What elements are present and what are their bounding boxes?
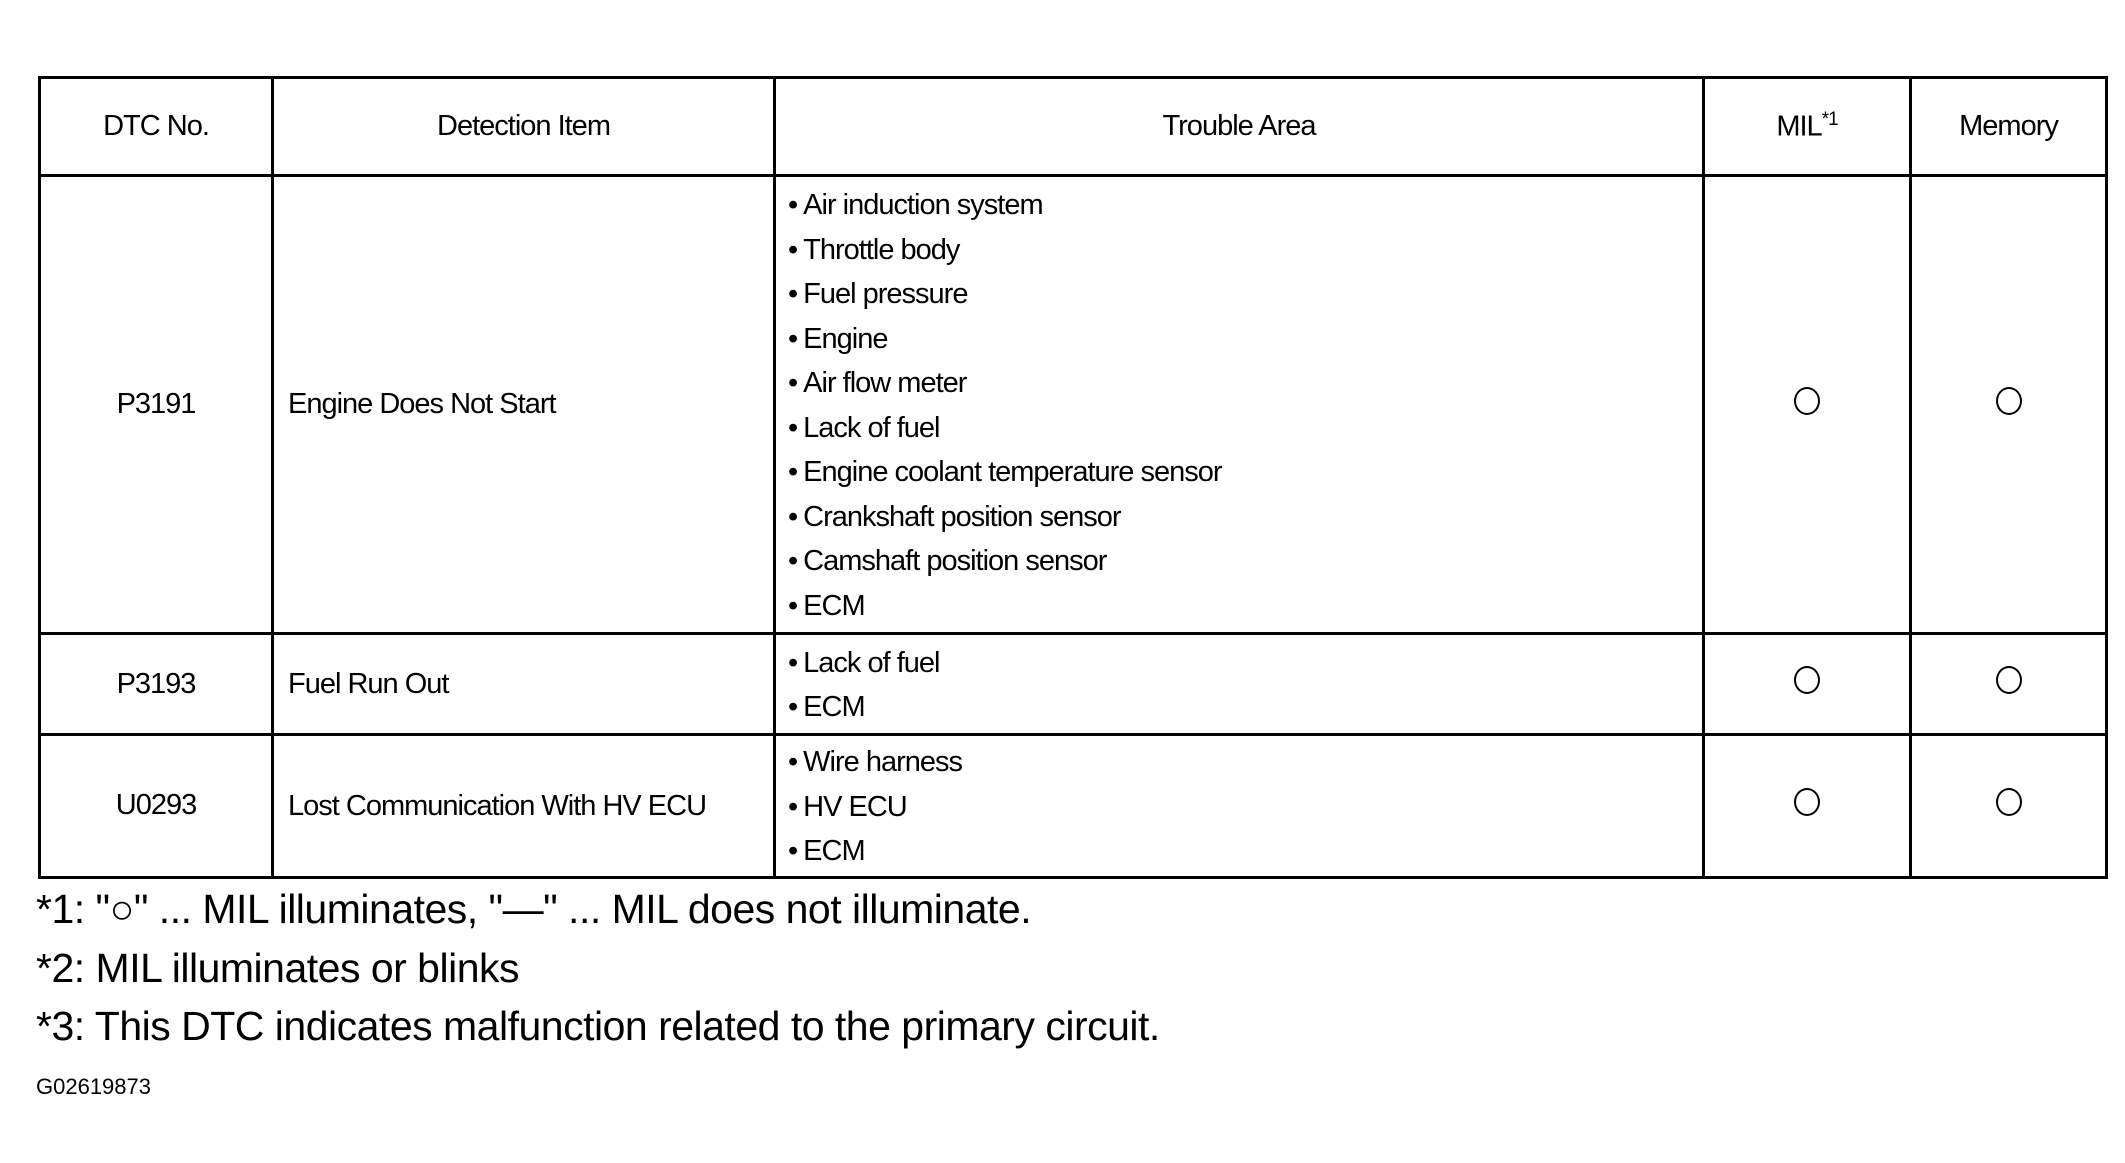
circle-icon [1995, 386, 2022, 415]
detection-item: Lost Communication With HV ECU [271, 733, 776, 879]
trouble-item: Air induction system [788, 183, 1702, 228]
trouble-item: HV ECU [788, 785, 1702, 830]
footnote-2: *2: MIL illuminates or blinks [36, 944, 520, 991]
circle-icon [1794, 787, 1820, 816]
trouble-item: Lack of fuel [788, 406, 1702, 451]
circle-icon [1794, 386, 1820, 415]
footnote-3: *3: This DTC indicates malfunction relat… [36, 1003, 1160, 1049]
header-row: DTC No. Detection Item Trouble Area MIL*… [38, 76, 2108, 177]
trouble-item: Engine [788, 317, 1702, 362]
trouble-item: Wire harness [788, 740, 1702, 785]
mil-label: MIL [1776, 110, 1822, 143]
header-trouble: Trouble Area [773, 76, 1705, 177]
footnote-1: *1: "○" ... MIL illuminates, "—" ... MIL… [36, 886, 1032, 932]
trouble-item: ECM [788, 829, 1702, 874]
figure-id: G02619873 [36, 1074, 151, 1099]
dtc-table: DTC No. Detection Item Trouble Area MIL*… [38, 76, 2108, 879]
mil-cell [1702, 733, 1912, 879]
trouble-item: Camshaft position sensor [788, 539, 1702, 584]
table-row: U0293 Lost Communication With HV ECU Wir… [38, 733, 2108, 879]
trouble-area: Lack of fuel ECM [773, 632, 1705, 736]
trouble-item: Throttle body [788, 228, 1702, 273]
trouble-item: Crankshaft position sensor [788, 495, 1702, 540]
trouble-area: Air induction system Throttle body Fuel … [773, 174, 1705, 635]
footnotes: *1: "○" ... MIL illuminates, "—" ... MIL… [36, 880, 1160, 1056]
memory-cell [1909, 733, 2108, 879]
mil-note: *1 [1821, 109, 1839, 131]
dtc-code: U0293 [38, 733, 274, 879]
trouble-item: Engine coolant temperature sensor [788, 450, 1702, 495]
trouble-area: Wire harness HV ECU ECM [773, 733, 1705, 879]
memory-cell [1909, 632, 2108, 736]
circle-icon [1995, 666, 2022, 694]
header-dtc: DTC No. [38, 76, 274, 177]
trouble-item: ECM [788, 584, 1702, 629]
trouble-item: ECM [788, 685, 1702, 730]
mil-cell [1702, 174, 1912, 635]
trouble-item: Air flow meter [788, 361, 1702, 406]
mil-cell [1702, 632, 1912, 736]
circle-icon [1794, 666, 1820, 694]
detection-item: Fuel Run Out [271, 632, 776, 736]
header-memory: Memory [1909, 76, 2108, 177]
table-row: P3191 Engine Does Not Start Air inductio… [38, 174, 2108, 635]
trouble-item: Lack of fuel [788, 641, 1702, 686]
detection-item: Engine Does Not Start [271, 174, 776, 635]
header-detection: Detection Item [271, 76, 776, 177]
circle-icon [1995, 787, 2022, 816]
memory-cell [1909, 174, 2108, 635]
trouble-item: Fuel pressure [788, 272, 1702, 317]
table-row: P3193 Fuel Run Out Lack of fuel ECM [38, 632, 2108, 736]
dtc-code: P3191 [38, 174, 274, 635]
header-mil: MIL*1 [1702, 76, 1912, 177]
dtc-code: P3193 [38, 632, 274, 736]
